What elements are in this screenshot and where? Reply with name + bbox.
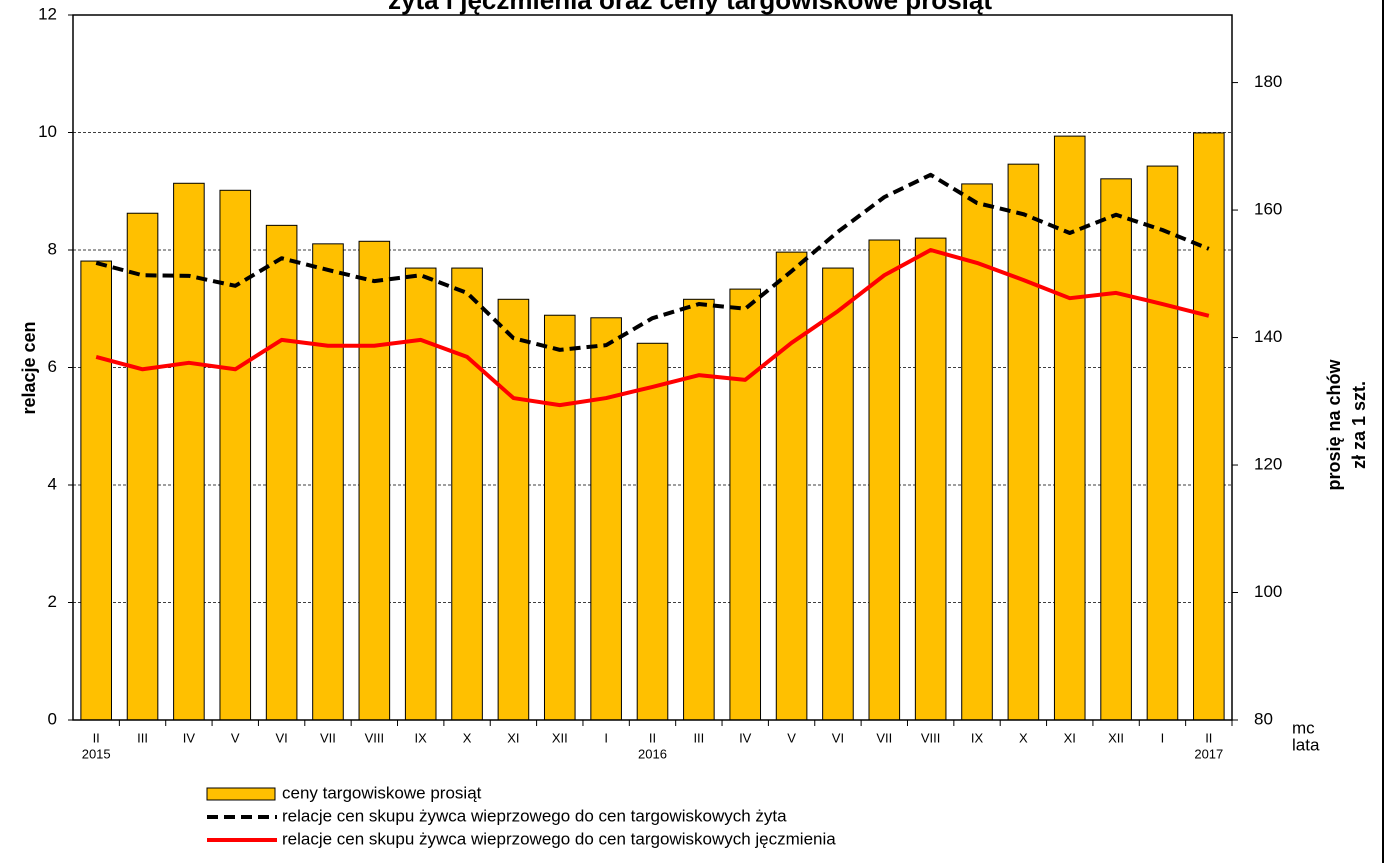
x-tick-label: X: [463, 730, 472, 745]
bar: [451, 267, 483, 721]
bar: [497, 298, 530, 721]
bar: [822, 267, 854, 721]
bar: [729, 288, 762, 721]
x-axis-label: mc: [1292, 718, 1315, 737]
x-tick-label: III: [693, 730, 704, 745]
bar: [868, 239, 901, 721]
y-tick-label: 2: [48, 592, 57, 611]
bar: [590, 317, 622, 721]
x-tick-label: VII: [320, 730, 336, 745]
y-axis-label: relacje cen: [19, 321, 39, 414]
year-label: 2016: [638, 746, 667, 761]
y2-axis-label: zł za 1 szt.: [1349, 381, 1369, 469]
y-tick-label: 6: [48, 357, 57, 376]
x-tick-label: IX: [971, 730, 984, 745]
x-tick-label: V: [787, 730, 796, 745]
bar: [775, 251, 808, 721]
bar: [126, 212, 159, 721]
y-tick-label: 10: [38, 122, 57, 141]
plot-frame: [72, 14, 1233, 721]
x-tick-label: XI: [507, 730, 519, 745]
bar: [404, 267, 437, 721]
x-tick-label: III: [137, 730, 148, 745]
y-tick-label: 0: [48, 709, 57, 728]
bar: [265, 224, 298, 721]
y2-tick-label: 120: [1254, 455, 1282, 474]
bar: [312, 243, 344, 721]
legend-label: relacje cen skupu żywca wieprzowego do c…: [282, 829, 836, 848]
y2-tick-label: 160: [1254, 200, 1282, 219]
bar: [961, 183, 993, 721]
x-tick-label: VI: [275, 730, 287, 745]
x-tick-label: IX: [415, 730, 428, 745]
y-tick-label: 8: [48, 239, 57, 258]
year-label: 2017: [1194, 746, 1223, 761]
y2-tick-label: 180: [1254, 72, 1282, 91]
bar: [1007, 163, 1040, 721]
bar: [1146, 165, 1179, 721]
bar: [1100, 178, 1132, 721]
bar: [914, 237, 947, 721]
bar: [173, 182, 205, 721]
legend-label: ceny targowiskowe prosiąt: [282, 783, 482, 802]
year-label: 2015: [82, 746, 111, 761]
x-tick-label: IV: [183, 730, 196, 745]
x-tick-label: II: [649, 730, 656, 745]
x-axis-label: lata: [1292, 735, 1320, 754]
bar: [543, 314, 576, 721]
x-tick-label: VII: [876, 730, 892, 745]
y2-axis-label: prosię na chów: [1324, 358, 1344, 490]
bar: [358, 240, 391, 721]
bar: [1193, 132, 1225, 721]
x-tick-label: XII: [1108, 730, 1124, 745]
x-tick-label: VI: [832, 730, 844, 745]
x-tick-label: X: [1019, 730, 1028, 745]
y-tick-label: 4: [48, 474, 57, 493]
bar: [1053, 135, 1086, 721]
bar: [636, 342, 669, 721]
y2-tick-label: 100: [1254, 582, 1282, 601]
x-tick-label: I: [604, 730, 608, 745]
bar: [219, 189, 252, 721]
x-tick-label: VIII: [365, 730, 385, 745]
legend-label: relacje cen skupu żywca wieprzowego do c…: [282, 806, 787, 825]
x-tick-label: II: [1205, 730, 1212, 745]
y2-tick-label: 80: [1254, 709, 1273, 728]
chart-title: żyta i jęczmienia oraz ceny targowiskowe…: [388, 0, 992, 15]
x-tick-label: I: [1161, 730, 1165, 745]
x-tick-label: IV: [739, 730, 752, 745]
line-series: [95, 172, 1210, 352]
x-tick-label: V: [231, 730, 240, 745]
bar: [683, 298, 715, 721]
y-tick-label: 12: [38, 4, 57, 23]
line-series: [95, 248, 1210, 408]
x-tick-label: XII: [552, 730, 568, 745]
x-tick-label: II: [93, 730, 100, 745]
bar: [80, 260, 112, 721]
x-tick-label: VIII: [921, 730, 941, 745]
x-tick-label: XI: [1064, 730, 1076, 745]
y2-tick-label: 140: [1254, 327, 1282, 346]
legend-swatch: [206, 787, 276, 801]
